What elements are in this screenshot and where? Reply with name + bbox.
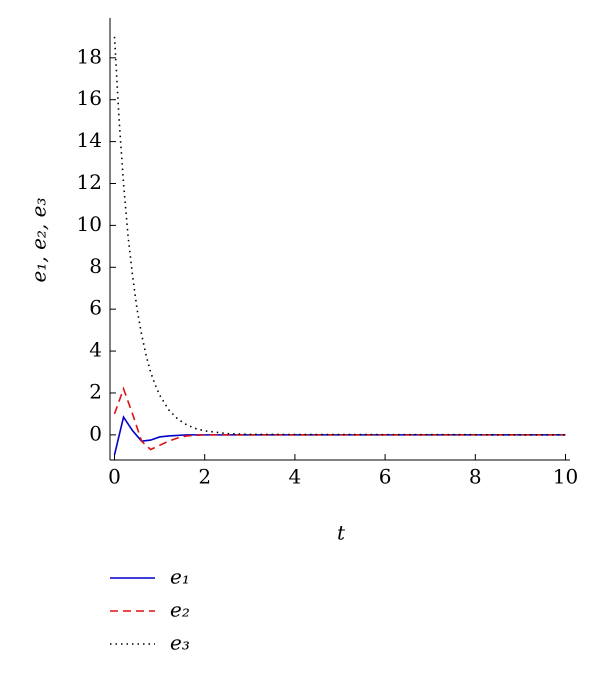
- y-tick-label: 16: [77, 86, 102, 110]
- y-tick-label: 2: [89, 379, 102, 403]
- y-tick-label: 18: [77, 44, 102, 68]
- y-tick-label: 6: [89, 296, 102, 320]
- legend-label: e₂: [170, 598, 190, 622]
- y-tick-label: 12: [77, 170, 102, 194]
- legend-label: e₁: [170, 565, 190, 589]
- series-line: [113, 386, 566, 451]
- series-line: [113, 415, 566, 455]
- y-tick-label: 4: [89, 338, 102, 362]
- x-tick-label: 2: [198, 465, 211, 489]
- x-tick-label: 8: [469, 465, 482, 489]
- y-tick-label: 10: [77, 212, 102, 236]
- y-tick-label: 8: [89, 254, 102, 278]
- x-tick-label: 6: [379, 465, 392, 489]
- x-tick-label: 4: [289, 465, 302, 489]
- y-axis-label: e₁, e₂, e₃: [27, 198, 51, 283]
- legend-label: e₃: [170, 631, 190, 655]
- y-tick-label: 14: [77, 128, 102, 152]
- series-line: [113, 36, 566, 436]
- y-tick-label: 0: [89, 421, 102, 445]
- x-tick-label: 10: [553, 465, 578, 489]
- x-tick-label: 0: [108, 465, 121, 489]
- x-axis-label: t: [337, 521, 346, 545]
